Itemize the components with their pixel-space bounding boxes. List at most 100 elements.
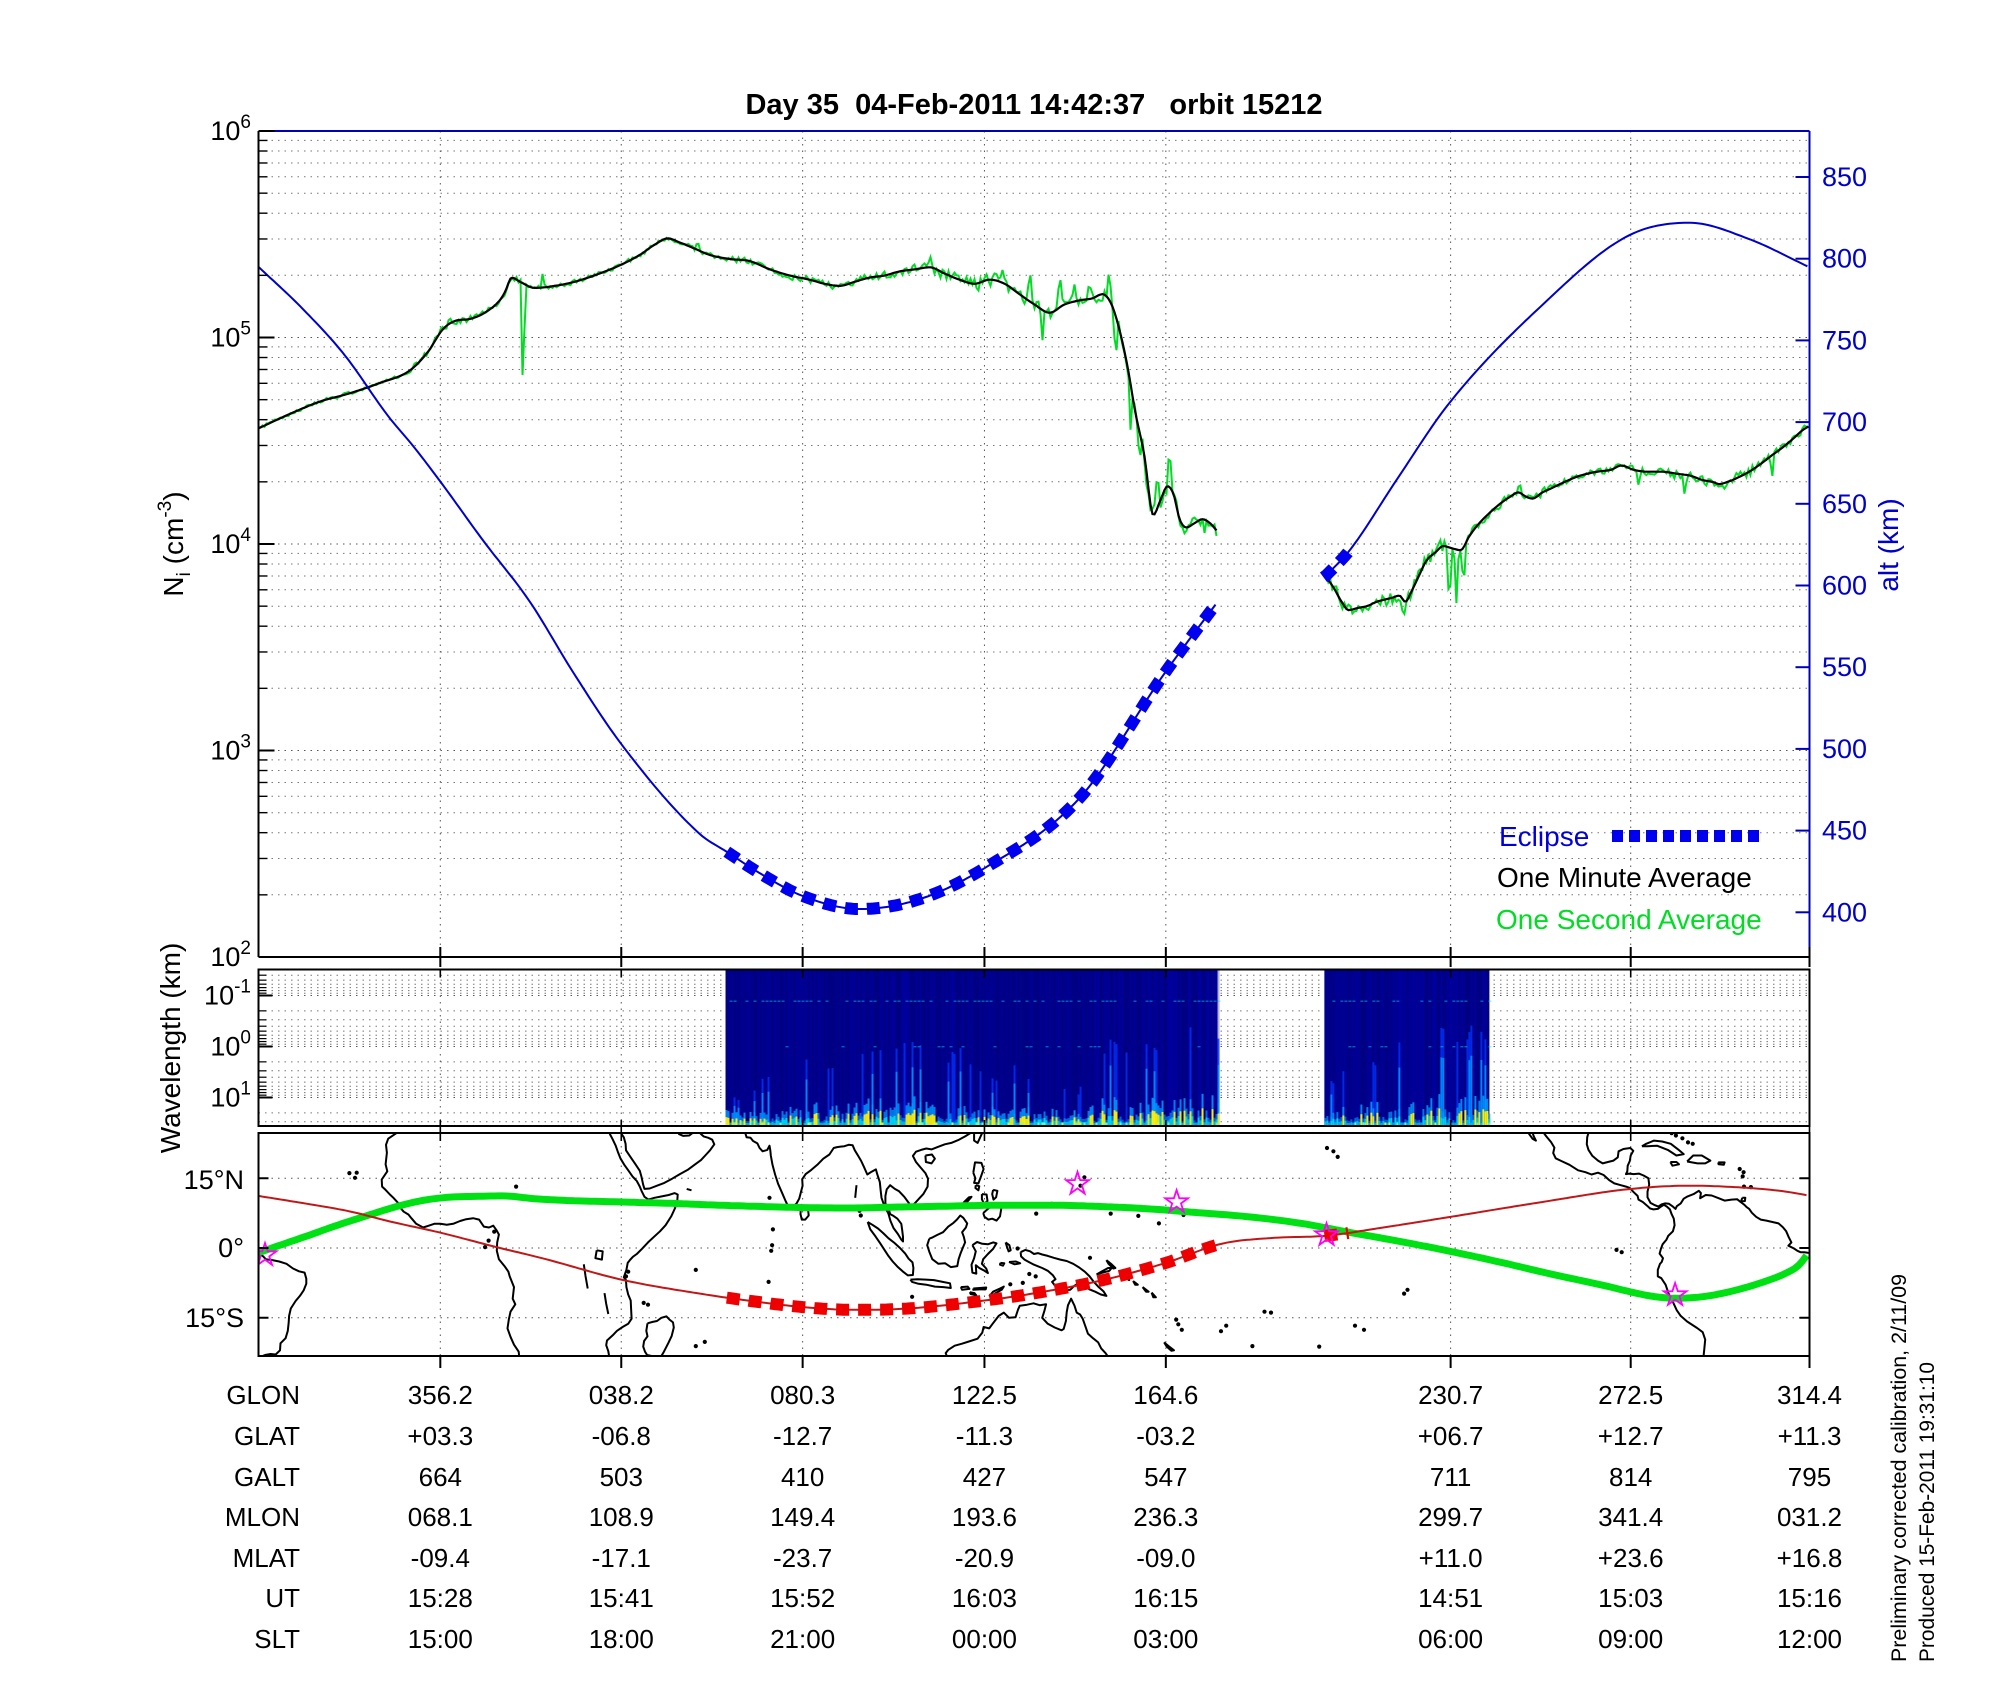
rect-mark: [781, 1117, 784, 1126]
rect-mark: [1181, 1123, 1184, 1126]
rect-mark: [1460, 969, 1463, 1126]
rect-mark: [905, 1000, 909, 1002]
rect-mark: [1215, 969, 1218, 1126]
rect-mark: [837, 1117, 840, 1126]
rect-mark: [793, 1117, 796, 1126]
spectrogram-blocks: [725, 969, 1492, 1126]
rect-mark: [1041, 1122, 1044, 1126]
rect-mark: [1454, 1123, 1457, 1126]
rect-mark: [1476, 1117, 1479, 1126]
spectrogram-block: [725, 969, 1218, 1126]
rect-mark: [1053, 1120, 1056, 1126]
legend-one-second-label: One Second Average: [1496, 904, 1762, 935]
map-lat-label-15n: 15°N: [184, 1165, 244, 1195]
coastline: [1686, 1154, 1712, 1165]
rect-mark: [1097, 969, 1100, 1126]
rect-mark: [1187, 1119, 1190, 1126]
rect-mark: [763, 1118, 766, 1126]
rect-mark: [1446, 969, 1449, 1126]
rect-mark: [1412, 1113, 1415, 1126]
rect-mark: [969, 1064, 972, 1126]
rect-mark: [829, 1117, 832, 1126]
rect-mark: [1109, 1000, 1113, 1002]
rect-mark: [1368, 1046, 1372, 1048]
rect-mark: [743, 969, 746, 1126]
rect-mark: [1105, 969, 1108, 1126]
coastline: [991, 1188, 999, 1201]
ni-tick-label: 105: [210, 319, 251, 353]
rect-mark: [813, 969, 816, 1126]
rect-mark: [947, 1081, 950, 1126]
rect-mark: [921, 1122, 924, 1126]
rect-mark: [1115, 1111, 1118, 1126]
rect-mark: [749, 1122, 752, 1126]
table-cell: -17.1: [592, 1543, 651, 1573]
table-cell: -12.7: [773, 1421, 832, 1451]
rect-mark: [1143, 1123, 1146, 1126]
coastline: [258, 1251, 308, 1356]
rect-mark: [1153, 1111, 1156, 1126]
rect-mark: [1428, 1000, 1432, 1002]
rect-mark: [975, 1122, 978, 1126]
rect-mark: [849, 1122, 852, 1126]
coastline: [974, 1184, 981, 1192]
rect-mark: [965, 1000, 969, 1002]
island-dot: [1218, 1329, 1224, 1334]
rect-mark: [1113, 1000, 1117, 1002]
rect-mark: [783, 1119, 786, 1126]
table-cell: 108.9: [589, 1502, 654, 1532]
alt-tick-label: 500: [1822, 734, 1867, 764]
island-dot: [483, 1245, 488, 1250]
island-dot: [645, 1302, 651, 1307]
rect-mark: [1085, 1121, 1088, 1126]
rect-mark: [993, 969, 996, 1126]
rect-mark: [1388, 969, 1391, 1126]
rect-mark: [1330, 969, 1333, 1126]
rect-mark: [1464, 1046, 1468, 1048]
rect-mark: [1069, 1120, 1072, 1126]
island-dot: [1352, 1323, 1358, 1328]
rect-mark: [959, 1115, 962, 1126]
island-dot: [1741, 1170, 1746, 1175]
island-dot: [1087, 1255, 1093, 1260]
rect-mark: [851, 969, 854, 1126]
rect-mark: [995, 1080, 998, 1126]
rect-mark: [1193, 1122, 1196, 1126]
rect-mark: [1105, 1000, 1109, 1002]
rect-mark: [807, 1118, 810, 1126]
rect-mark: [1474, 969, 1477, 1126]
rect-mark: [985, 969, 988, 1126]
island-dot: [641, 1300, 646, 1305]
rect-mark: [989, 1000, 993, 1002]
rect-mark: [1330, 1120, 1333, 1126]
rect-mark: [1093, 969, 1096, 1126]
rect-mark: [809, 1122, 812, 1126]
rect-mark: [1083, 1122, 1086, 1126]
rect-mark: [1059, 969, 1062, 1126]
rect-mark: [1173, 969, 1176, 1126]
rect-mark: [813, 1114, 816, 1126]
rect-mark: [1384, 1122, 1387, 1126]
rect-mark: [1360, 1000, 1364, 1002]
rect-mark: [939, 1121, 942, 1126]
rect-mark: [1356, 969, 1359, 1126]
rect-mark: [917, 1000, 921, 1002]
rect-mark: [1360, 1114, 1363, 1126]
map-axes: [257, 1132, 1811, 1368]
rect-mark: [1013, 1000, 1017, 1002]
rect-mark: [759, 1118, 762, 1126]
rect-mark: [1107, 1116, 1110, 1126]
rect-mark: [985, 1122, 988, 1126]
rect-mark: [1021, 1116, 1024, 1126]
rect-mark: [1334, 1122, 1337, 1126]
rect-mark: [885, 1000, 889, 1002]
rect-mark: [1482, 1109, 1485, 1126]
rect-mark: [1217, 1000, 1221, 1002]
rect-mark: [735, 1118, 738, 1126]
rect-mark: [1003, 1119, 1006, 1126]
rect-mark: [1019, 1118, 1022, 1126]
rect-mark: [885, 1117, 888, 1126]
rect-mark: [1338, 1122, 1341, 1126]
rect-mark: [1460, 1046, 1464, 1048]
map-lat-label-15s: 15°S: [185, 1303, 244, 1333]
